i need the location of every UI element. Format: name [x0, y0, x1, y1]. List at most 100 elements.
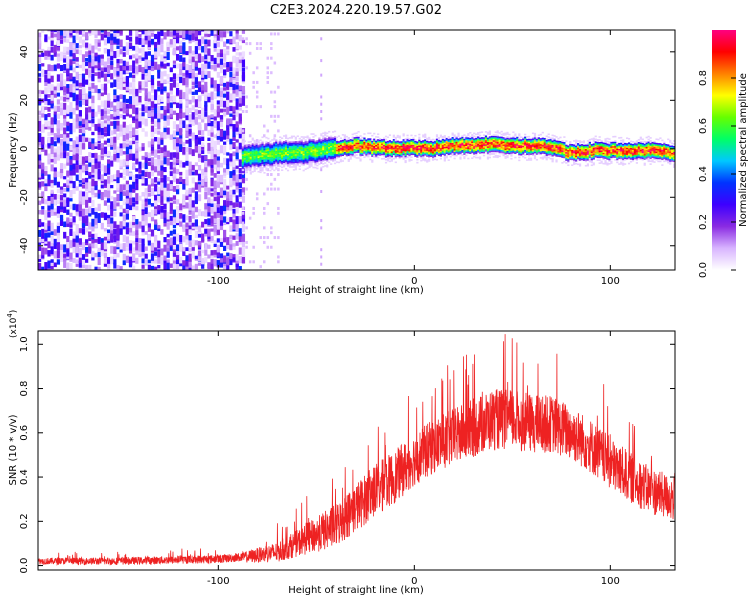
heatmap-cell [147, 155, 151, 162]
heatmap-cell [50, 145, 54, 155]
heatmap-cell [53, 44, 57, 53]
heatmap-cell [469, 152, 472, 154]
heatmap-cell [144, 35, 148, 41]
heatmap-cell [351, 142, 354, 144]
heatmap-cell [210, 130, 214, 137]
heatmap-cell [241, 206, 245, 210]
heatmap-cell [341, 144, 344, 146]
heatmap-cell [128, 256, 133, 265]
heatmap-cell [50, 65, 54, 72]
heatmap-cell [284, 149, 288, 151]
heatmap-cell [185, 33, 189, 40]
heatmap-cell [94, 243, 98, 249]
heatmap-cell [445, 149, 448, 152]
heatmap-cell [343, 150, 346, 153]
heatmap-cell [286, 144, 290, 147]
heatmap-cell [232, 211, 236, 218]
heatmap-cell [392, 146, 395, 148]
heatmap-cell [426, 161, 429, 163]
heatmap-cell [63, 221, 67, 228]
heatmap-cell [306, 161, 309, 164]
heatmap-cell [204, 51, 208, 60]
heatmap-cell [249, 171, 252, 174]
heatmap-cell [182, 112, 186, 118]
heatmap-cell [47, 93, 51, 98]
heatmap-cell [318, 158, 321, 161]
heatmap-cell [263, 163, 266, 165]
heatmap-cell [424, 151, 427, 153]
heatmap-cell [47, 137, 51, 144]
heatmap-cell [328, 148, 331, 150]
heatmap-cell [125, 212, 130, 220]
heatmap-cell [320, 190, 323, 193]
heatmap-cell [81, 127, 86, 134]
heatmap-cell [253, 147, 256, 149]
heatmap-cell [345, 151, 348, 154]
heatmap-cell [147, 212, 151, 217]
heatmap-cell [283, 165, 286, 168]
heatmap-cell [157, 257, 161, 264]
heatmap-cell [371, 149, 374, 152]
heatmap-cell [388, 150, 392, 152]
heatmap-cell [347, 151, 350, 154]
heatmap-cell [223, 261, 227, 267]
heatmap-cell [188, 107, 192, 113]
heatmap-cell [373, 156, 376, 158]
heatmap-cell [379, 149, 382, 152]
heatmap-cell [457, 145, 460, 148]
heatmap-cell [333, 142, 337, 144]
heatmap-cell [480, 141, 484, 144]
heatmap-cell [426, 147, 429, 150]
heatmap-cell [420, 149, 423, 152]
heatmap-cell [154, 239, 158, 248]
heatmap-cell [94, 252, 98, 258]
heatmap-cell [116, 146, 120, 153]
heatmap-cell [163, 63, 167, 69]
heatmap-cell [194, 66, 198, 71]
heatmap-cell [69, 155, 73, 160]
heatmap-cell [410, 150, 413, 153]
heatmap-cell [188, 196, 192, 205]
heatmap-cell [223, 31, 227, 38]
heatmap-cell [465, 137, 468, 139]
heatmap-cell [241, 71, 246, 79]
heatmap-cell [265, 155, 268, 158]
heatmap-cell [441, 135, 444, 138]
heatmap-cell [290, 166, 294, 168]
heatmap-cell [283, 155, 286, 158]
heatmap-cell [235, 67, 239, 72]
heatmap-cell [335, 156, 339, 159]
heatmap-cell [44, 98, 48, 105]
heatmap-cell [300, 153, 303, 156]
heatmap-cell [172, 146, 177, 150]
heatmap-cell [135, 238, 139, 243]
heatmap-cell [298, 150, 301, 153]
heatmap-cell [110, 43, 114, 52]
heatmap-cell [271, 147, 274, 150]
heatmap-cell [85, 156, 89, 161]
heatmap-cell [290, 148, 294, 151]
heatmap-cell [406, 143, 409, 145]
heatmap-cell [490, 140, 493, 142]
heatmap-cell [78, 91, 82, 98]
heatmap-cell [194, 162, 198, 167]
heatmap-cell [255, 197, 259, 201]
heatmap-cell [426, 153, 429, 156]
heatmap-cell [172, 195, 177, 200]
heatmap-cell [132, 45, 136, 51]
heatmap-cell [273, 146, 276, 148]
heatmap-cell [138, 173, 142, 180]
heatmap-cell [38, 254, 42, 260]
heatmap-cell [179, 127, 183, 136]
heatmap-cell [324, 131, 327, 134]
heatmap-cell [314, 152, 317, 154]
heatmap-cell [163, 237, 167, 243]
heatmap-cell [273, 150, 276, 153]
heatmap-cell [175, 36, 180, 44]
heatmap-cell [455, 140, 458, 142]
heatmap-cell [197, 209, 202, 217]
heatmap-cell [63, 193, 67, 198]
heatmap-cell [316, 147, 319, 149]
heatmap-cell [252, 260, 255, 264]
heatmap-cell [306, 135, 309, 138]
